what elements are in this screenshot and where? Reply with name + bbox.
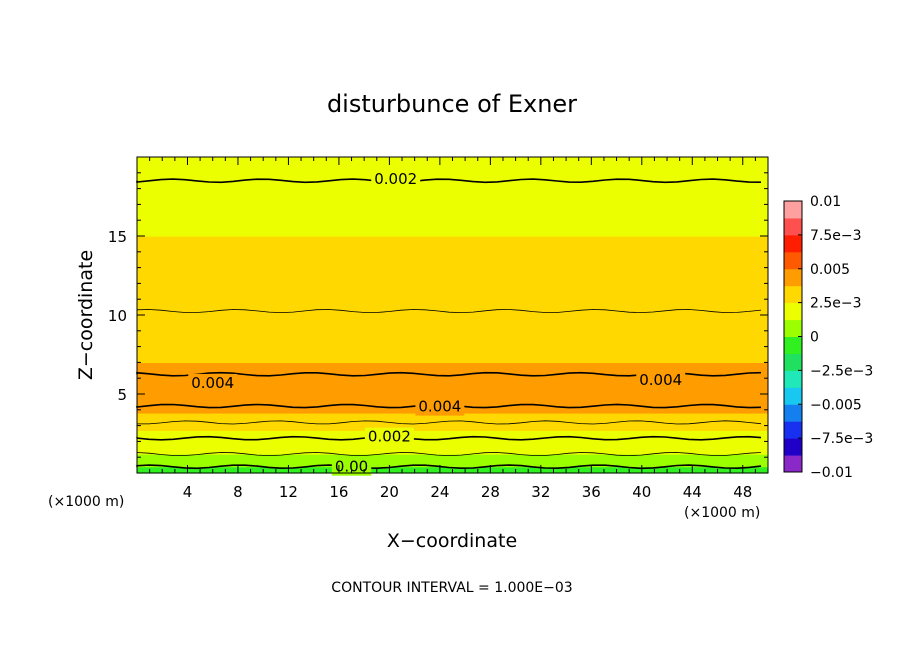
colorbar-label: −0.01 [810, 465, 853, 481]
contour-line [136, 178, 762, 184]
contour-band [137, 390, 768, 403]
contour-band [137, 412, 768, 424]
y-axis-ticks: 5 10 15 [108, 172, 768, 458]
contour-band [137, 204, 768, 237]
colorbar-segment [784, 421, 802, 439]
colorbar-segment [784, 387, 802, 405]
colorbar-segment [784, 251, 802, 270]
colorbar-segment [784, 268, 802, 287]
x-unit-label-right: (×1000 m) [684, 505, 760, 521]
colorbar-label: 0 [810, 330, 819, 346]
contour-label-bg [188, 373, 238, 392]
colorbar-segment [784, 370, 802, 388]
colorbar-label: −2.5e−3 [810, 363, 873, 379]
colorbar-label: 0.005 [810, 262, 850, 278]
contour-line [136, 464, 762, 470]
x-tick-label: 44 [683, 483, 702, 501]
x-tick-label: 36 [582, 483, 601, 501]
chart-title: disturbunce of Exner [327, 90, 577, 118]
colorbar-segment [784, 438, 802, 456]
x-tick-label: 12 [279, 483, 298, 501]
contour-label: 0.004 [191, 374, 234, 392]
contour-band [137, 236, 768, 269]
colorbar-segment [784, 201, 802, 219]
contour-label-bg [371, 170, 421, 189]
y-tick-label: 5 [117, 386, 127, 404]
contour-band [137, 422, 768, 431]
contour-lines [136, 178, 762, 470]
colorbar-segment [784, 319, 802, 337]
contour-line [136, 452, 762, 457]
contour-label: 0.002 [374, 170, 417, 188]
colorbar-segment [784, 234, 802, 253]
contour-band [137, 267, 768, 300]
contour-band [137, 430, 768, 439]
colorbar-segment [784, 217, 802, 236]
colorbar-segment [784, 336, 802, 354]
x-tick-label: 16 [329, 483, 348, 501]
colorbar-segment [784, 302, 802, 321]
plot-area [137, 157, 768, 474]
contour-band [137, 438, 768, 447]
x-tick-label: 24 [430, 483, 449, 501]
colorbar-label: −0.005 [810, 397, 862, 413]
contour-label: 0.004 [639, 371, 682, 389]
contour-line [136, 420, 762, 425]
contour-label-bg [636, 370, 686, 389]
contour-band [137, 454, 768, 463]
colorbar-label: 0.01 [810, 194, 841, 210]
contour-interval-note: CONTOUR INTERVAL = 1.000E−03 [331, 580, 572, 596]
contour-band [137, 461, 768, 468]
x-axis-label: X−coordinate [387, 530, 517, 552]
y-axis-label: Z−coordinate [75, 250, 97, 380]
contour-label: 0.004 [418, 398, 461, 416]
contour-line [136, 309, 762, 314]
x-tick-label: 40 [632, 483, 651, 501]
x-tick-label: 32 [531, 483, 550, 501]
x-tick-label: 8 [233, 483, 243, 501]
x-unit-label-left: (×1000 m) [48, 494, 124, 510]
contour-label-bg [415, 397, 465, 416]
contour-band [137, 180, 768, 205]
colorbar-label: 2.5e−3 [810, 296, 862, 312]
contour-band [137, 346, 768, 363]
contour-band [137, 299, 768, 324]
y-tick-label: 15 [108, 228, 127, 246]
x-tick-label: 4 [183, 483, 193, 501]
contour-band [137, 322, 768, 348]
contour-label: 0.00 [335, 458, 368, 476]
colorbar-label: −7.5e−3 [810, 431, 873, 447]
contour-band [137, 446, 768, 455]
colorbar-label: 7.5e−3 [810, 228, 862, 244]
colorbar-segment [784, 285, 802, 304]
colorbar-segment [784, 455, 802, 473]
colorbar-segment [784, 404, 802, 422]
contour-band [137, 157, 768, 182]
contour-label: 0.002 [368, 428, 411, 446]
x-tick-label: 20 [380, 483, 399, 501]
contour-line [136, 435, 762, 441]
y-tick-label: 10 [108, 307, 127, 325]
colorbar-labels: 0.01 7.5e−3 0.005 2.5e−3 0 −2.5e−3 −0.005 −7.5e… [798, 194, 873, 481]
contour-label-bg [331, 457, 372, 476]
x-tick-label: 28 [481, 483, 500, 501]
contour-label-bg [364, 427, 414, 446]
contour-band [137, 378, 768, 392]
x-tick-label: 48 [733, 483, 752, 501]
x-axis-ticks: 4 8 12 16 20 24 28 32 36 40 44 48 [149, 157, 756, 501]
colorbar-segment [784, 353, 802, 371]
colorbar [783, 200, 803, 473]
